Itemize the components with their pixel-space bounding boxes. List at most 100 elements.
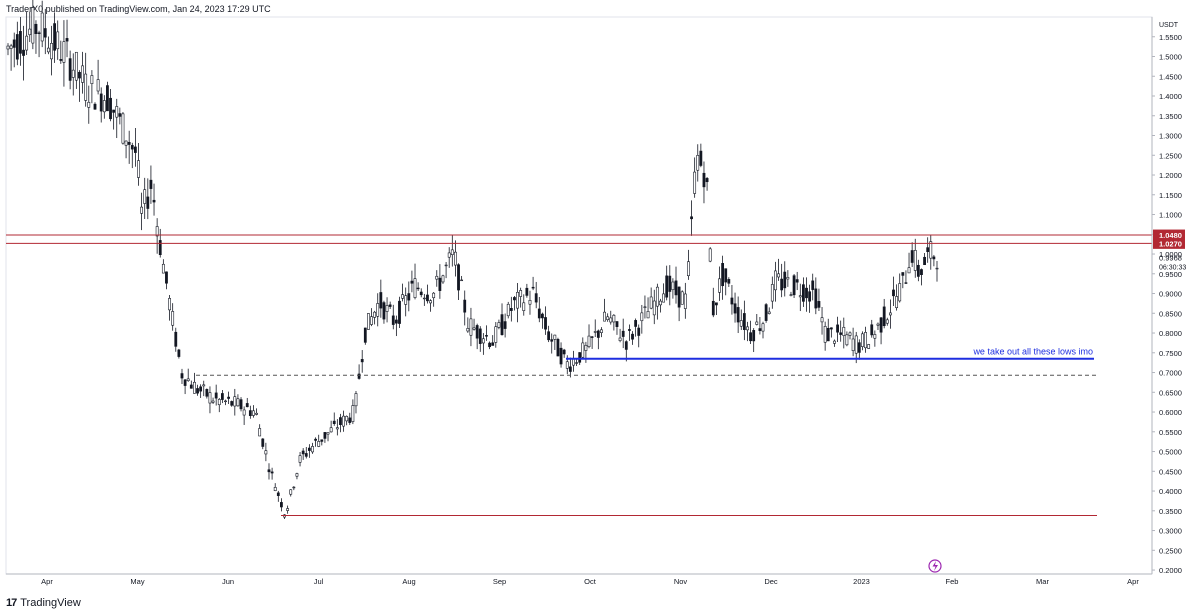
candle-body [124, 140, 128, 146]
candle-body [248, 410, 252, 416]
candle-body [929, 241, 933, 259]
candle-body [870, 324, 874, 336]
candle-body [31, 7, 35, 44]
candle-body [550, 339, 554, 342]
time-tick-label: Apr [1127, 577, 1139, 586]
candle-body [180, 373, 184, 379]
candle-body [224, 400, 227, 403]
candle-body [53, 23, 57, 51]
candle-body [892, 289, 895, 297]
candle-body [84, 73, 88, 101]
price-tick-label: 1.3500 [1159, 112, 1182, 121]
candle-body [634, 320, 638, 327]
candle-body [662, 293, 665, 303]
candle-body [146, 196, 150, 209]
candle-body [354, 393, 358, 407]
candle-body [398, 300, 401, 324]
candle-body [516, 291, 519, 309]
candle-body [578, 352, 582, 363]
price-tick-label: 0.3500 [1159, 507, 1182, 516]
candle-body [733, 303, 737, 314]
candle-body [904, 282, 908, 284]
candle-body [158, 240, 162, 255]
candle-body [286, 508, 290, 511]
candle-body [879, 317, 883, 333]
candle-body [671, 281, 675, 291]
candle-body [609, 317, 613, 323]
candle-body [410, 280, 414, 284]
candle-body [419, 291, 423, 296]
candle-body [19, 31, 22, 54]
candle-body [708, 248, 712, 262]
time-tick-label: Jun [222, 577, 234, 586]
candle-body [332, 420, 336, 424]
candle-body [665, 275, 669, 298]
price-tick-label: 1.1500 [1159, 191, 1182, 200]
candle-body [115, 106, 119, 118]
candle-body [752, 330, 756, 342]
candle-body [758, 328, 762, 331]
price-tick-label: 1.4500 [1159, 72, 1182, 81]
candle-body [932, 256, 936, 260]
candle-body [450, 249, 454, 255]
candle-body [245, 403, 249, 408]
candle-body [360, 359, 364, 363]
candle-body [643, 306, 647, 309]
candle-body [370, 316, 373, 325]
candle-body [202, 384, 206, 387]
candle-body [646, 311, 650, 319]
time-tick-label: Aug [402, 577, 415, 586]
candle-body [211, 400, 215, 403]
price-axis[interactable]: USDT 1.5500 1.5000 1.4500 1.4000 1.3500 1.3000… [1151, 17, 1186, 575]
time-tick-label: 2023 [853, 577, 870, 586]
candle-body [388, 304, 392, 307]
candle-body [913, 250, 917, 271]
candle-body [15, 34, 19, 60]
candle-body [62, 41, 66, 63]
candle-body [926, 247, 930, 252]
candle-body [345, 415, 349, 422]
candle-body [258, 428, 262, 437]
candle-body [385, 305, 389, 312]
price-tick-label: 1.3000 [1159, 132, 1182, 141]
candle-body [255, 412, 258, 415]
price-tick-label: 0.4000 [1159, 487, 1182, 496]
candle-body [168, 298, 171, 311]
candle-body [761, 323, 765, 332]
candle-body [916, 264, 920, 277]
candle-body [155, 226, 159, 237]
candle-body [74, 51, 78, 81]
candle-body [93, 103, 97, 110]
current-price-label: 0.9968 [1159, 253, 1182, 262]
candle-body [842, 326, 846, 336]
candle-body [301, 450, 305, 455]
price-tick-label: 0.5500 [1159, 428, 1182, 437]
candle-body [727, 279, 731, 284]
candle-body [307, 447, 311, 451]
candle-body [618, 337, 622, 341]
candle-body [730, 297, 734, 305]
candle-body [792, 275, 796, 296]
candle-body [739, 320, 743, 327]
candle-body [677, 286, 681, 308]
price-tick-label: 0.6000 [1159, 408, 1182, 417]
lightning-icon[interactable] [928, 559, 942, 573]
candle-body [46, 47, 50, 53]
time-tick-label: Sep [493, 577, 506, 586]
candle-body [193, 381, 196, 394]
candle-body [659, 300, 662, 306]
candle-body [683, 293, 687, 309]
candle-body [615, 321, 619, 327]
time-axis[interactable]: Apr May Jun Jul Aug Sep Oct Nov Dec 2023 Feb Mar Apr [6, 573, 1152, 586]
candle-body [845, 334, 849, 346]
candle-body [485, 335, 488, 337]
candle-body [857, 342, 861, 353]
candle-body [572, 358, 575, 366]
candle-body [826, 327, 830, 342]
candle-body [746, 326, 749, 331]
candle-body [280, 502, 283, 508]
time-tick-label: Dec [764, 577, 778, 586]
candle-body [152, 199, 156, 203]
candle-body [867, 344, 871, 349]
